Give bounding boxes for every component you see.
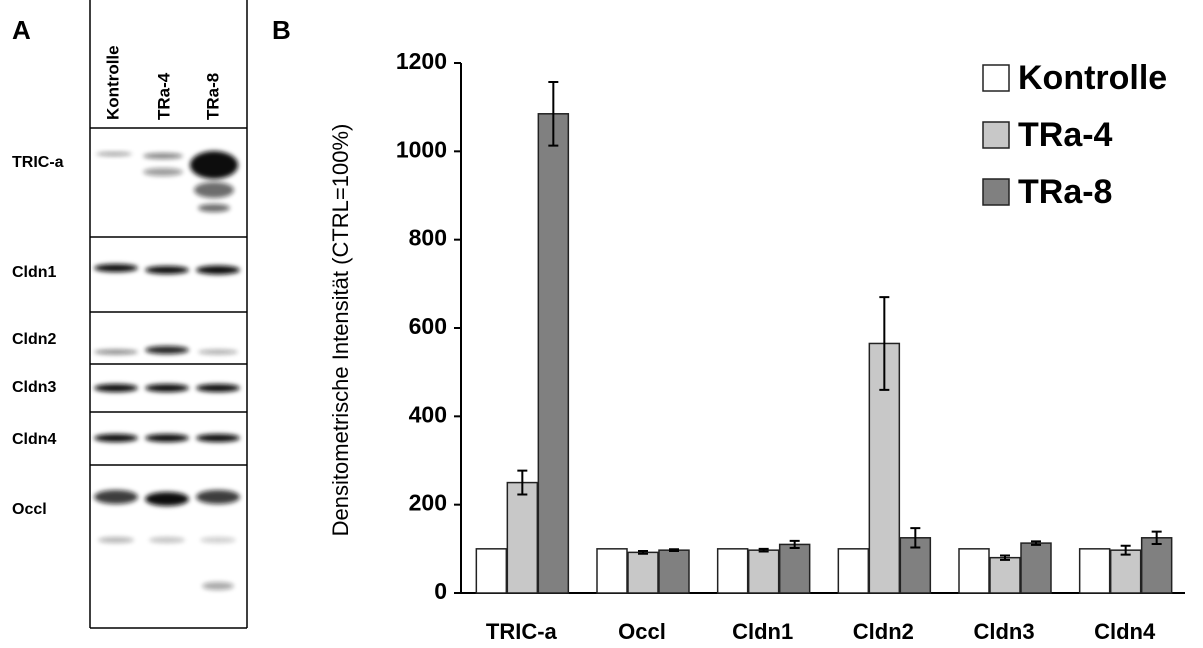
x-tick-label: TRIC-a <box>486 619 558 644</box>
y-tick-label: 800 <box>409 225 447 251</box>
bar <box>597 549 627 593</box>
x-tick-label: Cldn2 <box>853 619 914 644</box>
lane-label: TRa-4 <box>154 72 173 120</box>
bar <box>476 549 506 593</box>
bar <box>780 544 810 593</box>
legend-label: TRa-4 <box>1018 116 1113 154</box>
bar <box>538 114 568 593</box>
bar <box>628 552 658 593</box>
legend-label: TRa-8 <box>1018 173 1112 211</box>
x-tick-label: Cldn1 <box>732 619 793 644</box>
row-label: Cldn4 <box>12 431 57 448</box>
x-tick-label: Cldn3 <box>973 619 1034 644</box>
bar <box>838 549 868 593</box>
bar <box>990 558 1020 593</box>
bar <box>659 550 689 593</box>
legend-label: Kontrolle <box>1018 59 1167 97</box>
panel-label: A <box>12 15 31 45</box>
bar <box>1021 543 1051 593</box>
bar <box>1142 538 1172 593</box>
blot-bands <box>94 151 240 590</box>
y-axis-label: Densitometrische Intensität (CTRL=100%) <box>328 124 353 537</box>
y-tick-label: 600 <box>409 313 447 339</box>
legend-swatch <box>983 65 1009 91</box>
panel-label: B <box>272 15 291 45</box>
x-tick-label: Occl <box>618 619 666 644</box>
bar <box>507 483 537 593</box>
y-tick-label: 200 <box>409 490 447 516</box>
x-tick-label: Cldn4 <box>1094 619 1156 644</box>
y-tick-label: 0 <box>434 578 447 604</box>
y-tick-label: 1200 <box>396 48 447 74</box>
row-label: Occl <box>12 501 47 518</box>
bar <box>718 549 748 593</box>
row-label: Cldn2 <box>12 331 57 348</box>
lane-label: TRa-8 <box>203 73 222 120</box>
bar <box>959 549 989 593</box>
y-tick-label: 1000 <box>396 136 447 162</box>
row-label: TRIC-a <box>12 154 64 171</box>
figure: A B Densitometrische Intensität (CTRL=10… <box>0 0 1203 648</box>
lane-label: Kontrolle <box>103 45 122 120</box>
legend-swatch <box>983 122 1009 148</box>
y-tick-label: 400 <box>409 401 447 427</box>
legend-swatch <box>983 179 1009 205</box>
bar <box>749 550 779 593</box>
error-bar <box>669 549 679 551</box>
bar <box>1080 549 1110 593</box>
row-label: Cldn3 <box>12 379 57 396</box>
bar <box>1111 550 1141 593</box>
row-label: Cldn1 <box>12 264 57 281</box>
